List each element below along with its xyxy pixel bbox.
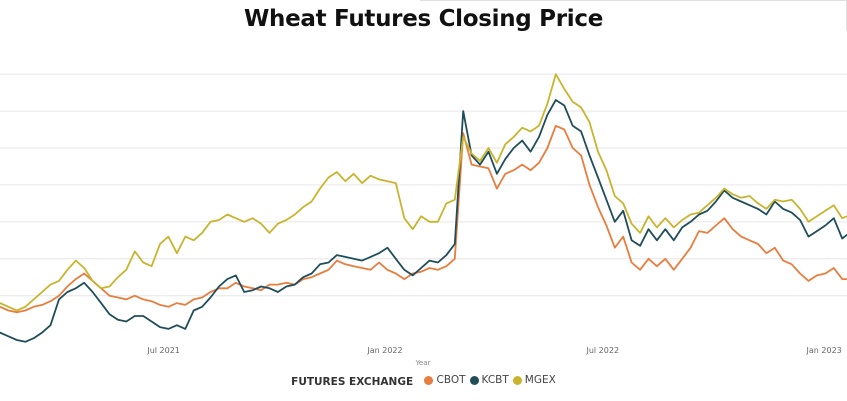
legend-items: CBOT KCBT MGEX: [420, 374, 556, 388]
legend-label: MGEX: [524, 374, 556, 386]
legend-item-mgex[interactable]: MGEX: [512, 374, 556, 386]
gridlines: [0, 73, 847, 297]
x-tick-label: Jul 2022: [585, 346, 619, 355]
x-tick-label: Jul 2021: [146, 346, 180, 355]
panel-border-top: [420, 0, 847, 1]
x-axis-ticks: Jul 2021 Jan 2022 Jul 2022 Jan 2023: [146, 346, 841, 355]
series-line-kcbt: [0, 99, 847, 343]
series-line-mgex: [0, 73, 847, 312]
legend-dot-icon: [469, 375, 479, 385]
legend-title: FUTURES EXCHANGE: [291, 375, 414, 388]
legend-label: CBOT: [436, 374, 466, 386]
series-line-cbot: [0, 124, 847, 314]
legend: FUTURES EXCHANGE CBOT KCBT MGEX: [0, 374, 847, 388]
legend-item-kcbt[interactable]: KCBT: [469, 374, 509, 386]
legend-label: KCBT: [481, 374, 509, 386]
x-axis-title: Year: [415, 359, 431, 367]
legend-item-cbot[interactable]: CBOT: [424, 374, 466, 386]
legend-dot-icon: [512, 375, 522, 385]
x-tick-label: Jan 2022: [366, 346, 402, 355]
legend-dot-icon: [424, 375, 434, 385]
x-tick-label: Jan 2023: [806, 346, 842, 355]
chart-title: Wheat Futures Closing Price: [243, 6, 603, 32]
series-lines: [0, 73, 847, 343]
